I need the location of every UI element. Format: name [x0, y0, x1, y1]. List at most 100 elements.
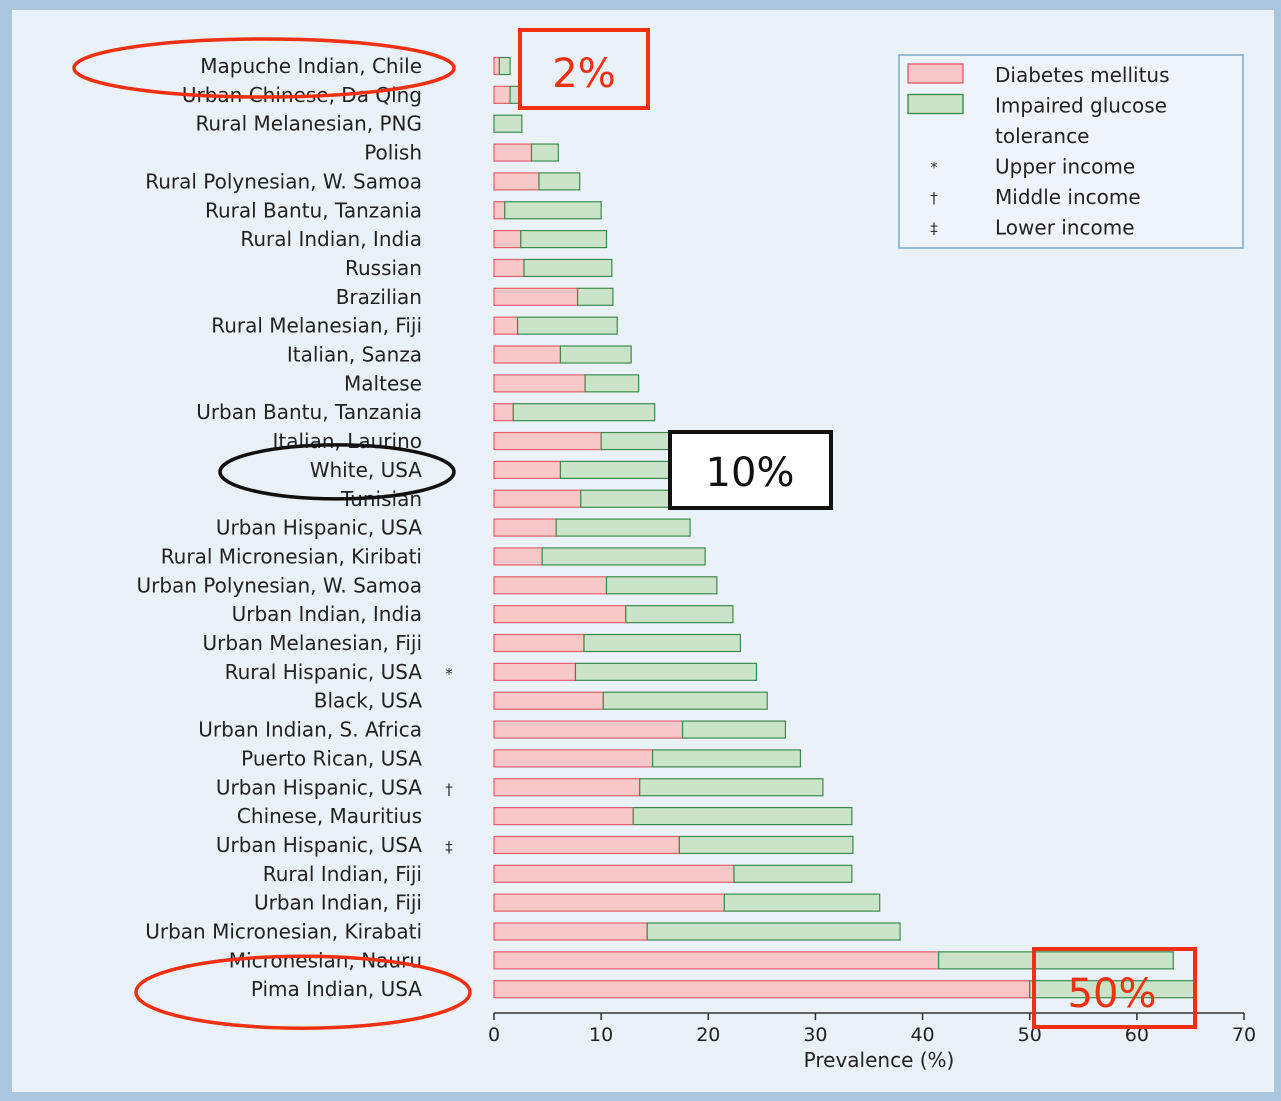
- bar-diabetes: [493, 605, 627, 624]
- bar-igt: [646, 922, 901, 941]
- bar-igt: [520, 230, 608, 249]
- bar-igt: [493, 114, 523, 133]
- x-tick-label: 0: [488, 1024, 500, 1046]
- category-label: Russian: [345, 256, 422, 280]
- bar-diabetes: [493, 287, 579, 306]
- callout-text-2pct: 2%: [552, 51, 615, 97]
- bar-diabetes: [493, 56, 500, 76]
- category-label: Pima Indian, USA: [251, 977, 422, 1001]
- category-label: Urban Hispanic, USA: [216, 775, 422, 799]
- bar-igt: [559, 345, 632, 364]
- category-label: Urban Indian, Fiji: [254, 891, 422, 915]
- bar-diabetes: [493, 951, 940, 970]
- legend-label: Impaired glucose: [995, 94, 1167, 118]
- bar-diabetes: [493, 345, 562, 364]
- bar-diabetes: [493, 489, 582, 508]
- bar-diabetes: [493, 662, 577, 681]
- category-label: Rural Bantu, Tanzania: [205, 198, 422, 222]
- bar-diabetes: [493, 201, 506, 220]
- bar-igt: [639, 778, 824, 797]
- bar-diabetes: [493, 172, 540, 191]
- legend-box: [898, 54, 1244, 249]
- bar-diabetes: [493, 316, 519, 335]
- category-label: Urban Indian, S. Africa: [198, 718, 422, 742]
- legend-label: Upper income: [995, 155, 1135, 179]
- income-marker: ‡: [445, 838, 453, 856]
- callout-box-10pct: [668, 430, 833, 510]
- category-label: Rural Hispanic, USA: [225, 660, 423, 684]
- prevalence-chart: 0 10 20 30 40 50 60 70 Prevalence (%) Mapuche I…: [72, 28, 1256, 1072]
- bar-diabetes: [493, 922, 648, 941]
- income-marker: †: [445, 780, 453, 798]
- bars-layer: [493, 56, 1197, 999]
- bar-diabetes: [493, 806, 634, 826]
- category-label: White, USA: [310, 458, 423, 482]
- category-label: Urban Micronesian, Kirabati: [145, 920, 422, 944]
- category-label: Urban Bantu, Tanzania: [196, 400, 422, 424]
- legend-symbol: *: [930, 159, 938, 177]
- bar-diabetes: [493, 864, 735, 883]
- bar-diabetes: [493, 633, 585, 653]
- bar-igt: [625, 605, 734, 624]
- x-tick-label: 10: [589, 1024, 613, 1046]
- bar-diabetes: [493, 258, 525, 278]
- bar-diabetes: [493, 835, 680, 855]
- bar-diabetes: [493, 230, 522, 249]
- legend-label: Middle income: [995, 185, 1141, 209]
- bar-igt: [602, 691, 768, 710]
- bar-diabetes: [493, 143, 533, 162]
- category-label: Mapuche Indian, Chile: [200, 54, 422, 78]
- bar-igt: [516, 316, 618, 335]
- category-label: Puerto Rican, USA: [241, 746, 422, 770]
- bar-igt: [651, 749, 802, 768]
- bar-diabetes: [493, 778, 641, 797]
- bar-diabetes: [493, 893, 725, 912]
- income-marker: *: [445, 665, 453, 683]
- bar-diabetes: [493, 980, 1031, 999]
- bar-diabetes: [493, 403, 514, 422]
- bar-diabetes: [493, 720, 684, 739]
- category-label: Rural Melanesian, PNG: [195, 112, 422, 136]
- category-label: Urban Indian, India: [232, 602, 422, 626]
- category-label: Rural Indian, Fiji: [263, 862, 422, 886]
- bar-igt: [632, 806, 853, 826]
- category-label: Urban Hispanic, USA: [216, 833, 422, 857]
- annotations: 2% 10% 50%: [72, 28, 1197, 1030]
- bar-igt: [723, 893, 881, 912]
- bar-igt: [733, 864, 853, 883]
- bar-igt: [605, 576, 718, 595]
- x-tick-label: 40: [910, 1024, 934, 1046]
- category-label: Rural Micronesian, Kiribati: [161, 544, 422, 568]
- category-label: Polish: [364, 141, 422, 165]
- bar-igt: [541, 547, 706, 566]
- callout-box-2pct: [518, 28, 650, 110]
- bar-diabetes: [493, 749, 654, 768]
- bar-igt: [523, 258, 613, 278]
- bar-diabetes: [493, 518, 557, 537]
- legend-swatch-igt: [907, 93, 964, 115]
- bar-diabetes: [493, 460, 562, 479]
- bar-igt: [938, 951, 1174, 970]
- bar-igt: [555, 518, 691, 537]
- bar-diabetes: [493, 576, 608, 595]
- x-tick-label: 50: [1018, 1024, 1042, 1046]
- bar-diabetes: [493, 374, 586, 393]
- bar-igt: [600, 431, 675, 451]
- x-tick-label: 30: [803, 1024, 827, 1046]
- category-label: Chinese, Mauritius: [237, 804, 422, 828]
- bar-igt: [498, 56, 511, 76]
- x-axis-title: Prevalence (%): [804, 1048, 955, 1072]
- category-label: Rural Polynesian, W. Samoa: [145, 169, 422, 193]
- bar-igt: [509, 85, 520, 104]
- bar-diabetes: [493, 431, 602, 451]
- bar-igt: [576, 287, 614, 306]
- category-label: Urban Polynesian, W. Samoa: [136, 573, 422, 597]
- callout-text-50pct: 50%: [1068, 971, 1157, 1017]
- legend-symbol: ‡: [930, 220, 938, 238]
- bar-igt: [538, 172, 581, 191]
- highlight-ellipse-white-usa: [218, 443, 456, 501]
- category-label: Maltese: [344, 371, 422, 395]
- highlight-ellipse-mapuche: [72, 37, 456, 99]
- legend-swatch-diabetes: [907, 63, 964, 84]
